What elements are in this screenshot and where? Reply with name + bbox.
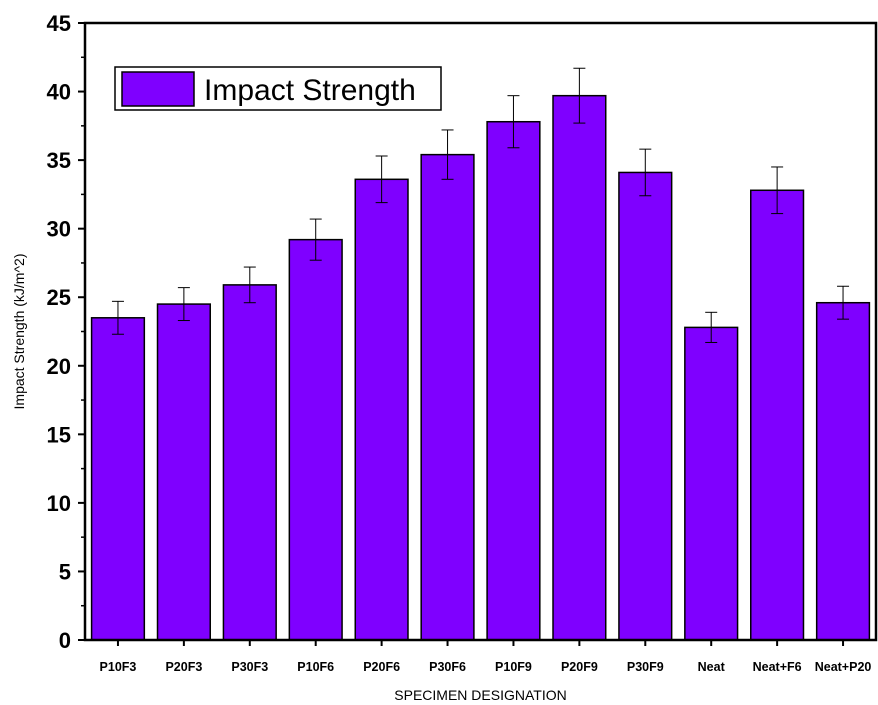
x-axis-label: SPECIMEN DESIGNATION [394, 687, 566, 703]
error-bar [111, 300, 124, 335]
x-tick-label: P10F3 [100, 660, 137, 674]
x-tick-label: P20F9 [561, 660, 598, 674]
x-axis-ticks: P10F3 P20F3 P30F3 P10F6 P20F6 P30F6 P10F9 P20F9… [100, 640, 872, 674]
error-bar [573, 67, 586, 124]
bar-p10f9 [486, 120, 541, 641]
y-tick-label: 45 [47, 11, 71, 36]
error-bar [837, 285, 850, 320]
x-tick-label: Neat [698, 660, 726, 674]
error-bar [177, 287, 190, 322]
error-bars-group [111, 67, 850, 343]
bar-p10f6 [288, 238, 343, 641]
y-tick-label: 35 [47, 148, 71, 173]
x-tick-label: P30F3 [231, 660, 268, 674]
y-tick-label: 5 [59, 559, 71, 584]
error-bar [243, 266, 256, 304]
y-axis-ticks: 0 5 10 15 20 25 30 35 40 45 [47, 11, 85, 653]
bar-p30f3 [222, 284, 277, 641]
y-tick-label: 0 [59, 628, 71, 653]
bar-p10f3 [90, 317, 146, 641]
error-bar [771, 166, 784, 215]
y-axis-label: Impact Strength (kJ/m^2) [11, 254, 27, 410]
x-tick-label: Neat+F6 [753, 660, 802, 674]
y-tick-label: 40 [47, 80, 71, 105]
x-tick-label: P10F6 [297, 660, 334, 674]
error-bar [507, 95, 520, 149]
y-tick-label: 15 [47, 422, 71, 447]
x-tick-label: P30F6 [429, 660, 466, 674]
legend-label: Impact Strength [204, 74, 416, 107]
bar-p30f6 [420, 153, 475, 641]
x-tick-label: P30F9 [627, 660, 664, 674]
x-tick-label: P10F9 [495, 660, 532, 674]
bar-neat [684, 326, 739, 641]
error-bar [375, 155, 388, 204]
error-bar [639, 148, 652, 197]
bar-neat-f6 [750, 189, 805, 641]
x-tick-label: Neat+P20 [815, 660, 872, 674]
error-bar [441, 129, 454, 180]
bar-neat-p20 [815, 301, 871, 641]
x-tick-label: P20F6 [363, 660, 400, 674]
bars-group [90, 94, 871, 641]
x-tick-label: P20F3 [165, 660, 202, 674]
bar-p30f9 [618, 171, 673, 641]
bar-p20f3 [156, 303, 211, 641]
y-tick-label: 20 [47, 354, 71, 379]
bar-p20f9 [552, 94, 607, 641]
legend-swatch [121, 71, 195, 107]
y-tick-label: 25 [47, 285, 71, 310]
error-bar [309, 218, 322, 261]
bar-p20f6 [354, 178, 409, 641]
y-tick-label: 30 [47, 217, 71, 242]
error-bar [705, 311, 718, 343]
y-tick-label: 10 [47, 491, 71, 516]
legend: Impact Strength [114, 66, 442, 111]
